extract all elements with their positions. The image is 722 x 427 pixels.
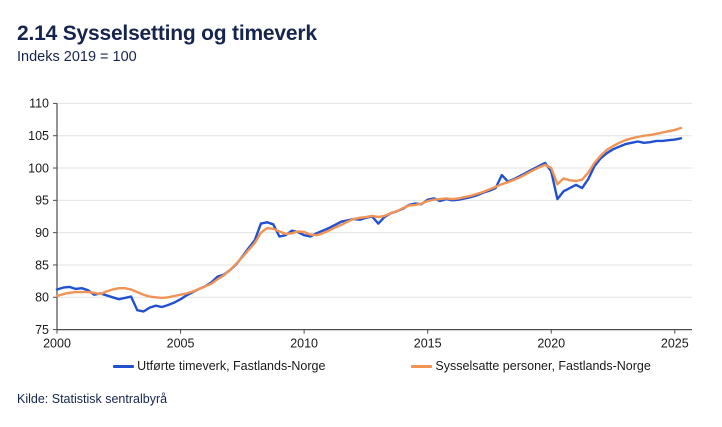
y-tick-label: 80 [35, 291, 49, 305]
x-tick-label: 2000 [43, 337, 71, 351]
x-tick-label: 2005 [167, 337, 195, 351]
y-tick-label: 100 [28, 161, 49, 175]
x-tick-label: 2015 [414, 337, 442, 351]
legend-item-sysselsatte-personer: Sysselsatte personer, Fastlands-Norge [411, 359, 651, 373]
line-chart-plot: 75 80 85 90 95 100 105 110 2000 2005 2010 2015 2020 2… [28, 97, 692, 351]
chart-subtitle: Indeks 2019 = 100 [17, 49, 137, 65]
orange-line-marker-icon [411, 364, 433, 368]
y-tick-label: 75 [35, 323, 49, 337]
legend-label: Utførte timeverk, Fastlands-Norge [137, 359, 326, 373]
legend-label: Sysselsatte personer, Fastlands-Norge [435, 359, 651, 373]
blue-line-marker-icon [113, 364, 135, 368]
source-note: Kilde: Statistisk sentralbyrå [17, 392, 168, 406]
x-tick-label: 2010 [290, 337, 318, 351]
legend-item-utforte-timeverk: Utførte timeverk, Fastlands-Norge [113, 359, 325, 373]
series-line-1 [55, 126, 683, 300]
y-tick-label: 110 [29, 97, 49, 111]
y-tick-label: 90 [35, 226, 49, 240]
series-line-0 [55, 137, 683, 313]
x-tick-label: 2025 [661, 337, 689, 351]
chart-legend: Utførte timeverk, Fastlands-Norge Syssel… [0, 359, 722, 373]
y-tick-label: 95 [35, 194, 49, 208]
x-tick-label: 2020 [537, 337, 565, 351]
y-tick-label: 85 [35, 258, 49, 272]
chart-title: 2.14 Sysselsetting og timeverk [17, 22, 317, 45]
y-tick-label: 105 [28, 129, 49, 143]
